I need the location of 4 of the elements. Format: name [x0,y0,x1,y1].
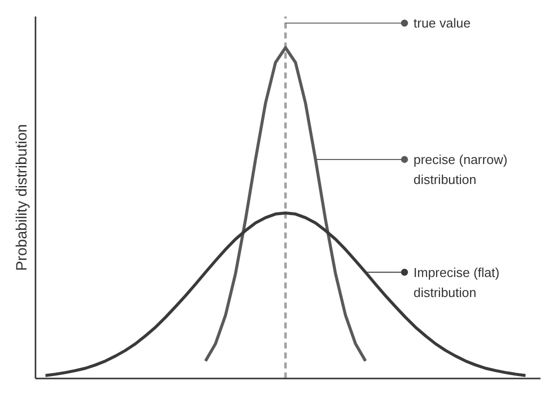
legend-label: precise (narrow) distribution [414,152,508,187]
legend-label: Imprecise (flat) distribution [414,264,500,300]
text: true value [414,16,471,31]
y-axis-title: Probability distribution [14,124,30,271]
